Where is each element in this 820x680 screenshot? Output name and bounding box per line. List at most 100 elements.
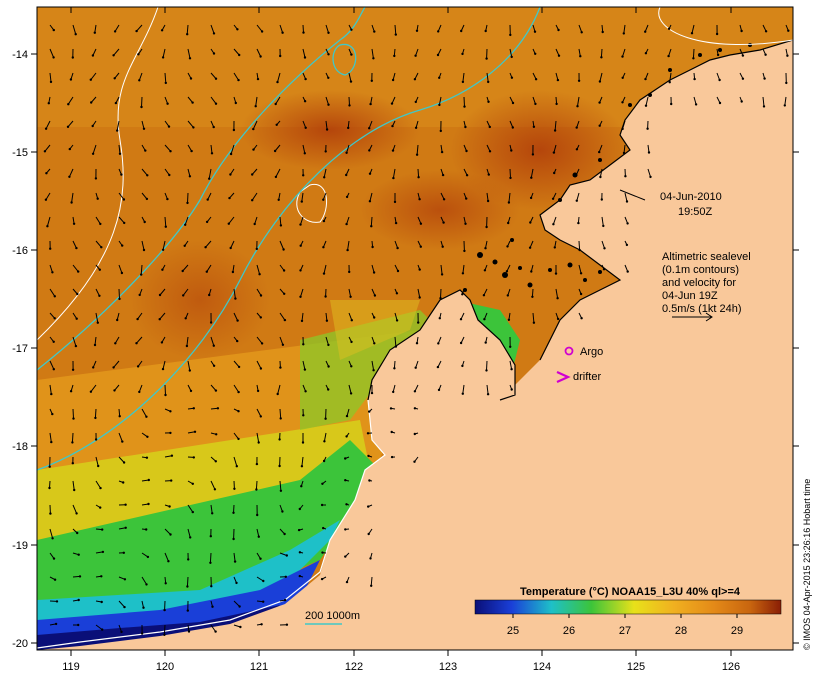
- velocity-arrow-head: [258, 273, 261, 276]
- velocity-arrow-head: [186, 609, 189, 612]
- velocity-arrow-head: [600, 198, 603, 201]
- velocity-arrow-head: [395, 292, 399, 295]
- velocity-arrow: [486, 72, 489, 82]
- velocity-arrow: [369, 192, 373, 202]
- velocity-arrow-head: [345, 195, 349, 199]
- velocity-arrow-head: [528, 246, 532, 249]
- velocity-arrow-head: [145, 197, 149, 201]
- velocity-arrow-head: [488, 125, 491, 129]
- velocity-arrow-head: [391, 149, 395, 152]
- velocity-arrow: [279, 312, 286, 321]
- velocity-arrow-head: [112, 54, 115, 57]
- bathymetry-1000m: [37, 7, 366, 371]
- velocity-arrow-head: [122, 551, 126, 554]
- velocity-arrow: [230, 144, 235, 155]
- velocity-arrow-head: [48, 486, 51, 490]
- velocity-arrow-head: [622, 151, 626, 155]
- velocity-arrow-head: [487, 80, 490, 84]
- velocity-arrow-head: [438, 76, 441, 80]
- velocity-arrow-head: [209, 535, 212, 538]
- velocity-arrow-head: [51, 271, 54, 274]
- velocity-arrow: [256, 24, 263, 32]
- y-tick-label: -17: [12, 343, 28, 355]
- velocity-arrow-head: [465, 197, 468, 200]
- velocity-arrow: [346, 216, 350, 225]
- velocity-arrow-head: [579, 292, 583, 296]
- velocity-arrow-head: [259, 367, 263, 370]
- velocity-arrow-head: [135, 29, 138, 33]
- velocity-arrow-head: [170, 479, 173, 482]
- velocity-arrow: [486, 384, 489, 395]
- velocity-arrow-head: [124, 526, 127, 529]
- velocity-scale-arrowhead: [705, 312, 713, 322]
- velocity-arrow-head: [78, 575, 82, 578]
- velocity-arrow: [159, 288, 166, 296]
- velocity-arrow-head: [437, 342, 440, 345]
- velocity-arrow-head: [238, 53, 241, 57]
- velocity-arrow-head: [344, 555, 347, 558]
- velocity-arrow-head: [188, 175, 192, 178]
- velocity-arrow: [233, 504, 235, 513]
- legend-line-5: 0.5m/s (1kt 24h): [662, 303, 741, 315]
- ocean-band-green: [37, 440, 380, 640]
- velocity-arrow-head: [438, 103, 441, 107]
- velocity-arrow-head: [555, 102, 558, 106]
- velocity-arrow: [368, 120, 373, 129]
- velocity-arrow: [118, 408, 121, 417]
- velocity-arrow-head: [145, 415, 148, 418]
- velocity-arrow-head: [413, 460, 416, 463]
- velocity-arrow-head: [77, 270, 80, 273]
- velocity-arrow: [416, 144, 419, 155]
- bathymetry-200m: [37, 7, 541, 471]
- velocity-arrow: [348, 96, 350, 106]
- velocity-arrow: [187, 504, 194, 513]
- velocity-arrow: [118, 288, 120, 299]
- velocity-arrow: [462, 264, 465, 274]
- velocity-arrow-head: [551, 197, 555, 200]
- velocity-arrow-head: [485, 225, 488, 229]
- velocity-arrow-head: [121, 244, 124, 247]
- velocity-arrow-head: [668, 81, 671, 84]
- velocity-arrow: [113, 48, 120, 56]
- velocity-arrow-head: [94, 177, 98, 180]
- velocity-arrow: [463, 96, 465, 107]
- velocity-arrow-head: [349, 80, 353, 83]
- velocity-arrow: [92, 48, 97, 56]
- velocity-arrow-head: [74, 33, 77, 36]
- velocity-arrow: [552, 216, 557, 225]
- velocity-arrow: [325, 24, 329, 33]
- velocity-arrow: [164, 144, 171, 152]
- velocity-arrow: [554, 120, 557, 131]
- y-tick-label: -15: [12, 147, 28, 159]
- velocity-arrow-head: [484, 341, 487, 344]
- velocity-arrow-head: [123, 605, 126, 609]
- velocity-arrow-head: [344, 457, 347, 460]
- velocity-arrow-head: [76, 292, 79, 296]
- velocity-arrow: [72, 264, 79, 272]
- velocity-arrow-head: [186, 585, 189, 588]
- velocity-arrow: [90, 384, 97, 393]
- velocity-arrow-head: [418, 296, 421, 299]
- velocity-arrow-head: [580, 31, 583, 34]
- velocity-arrow-head: [91, 152, 95, 155]
- velocity-arrow-head: [52, 557, 56, 560]
- velocity-arrow-head: [396, 246, 399, 250]
- velocity-arrow-head: [442, 198, 446, 201]
- velocity-arrow-head: [644, 30, 647, 33]
- velocity-arrow-head: [49, 512, 52, 515]
- velocity-arrow-head: [325, 319, 329, 322]
- velocity-arrow-head: [252, 148, 255, 151]
- velocity-arrow-head: [161, 248, 165, 251]
- velocity-arrow-head: [575, 148, 579, 151]
- y-tick-label: -16: [12, 245, 28, 257]
- velocity-arrow-head: [52, 56, 55, 59]
- velocity-arrow-head: [579, 55, 582, 58]
- velocity-arrow: [95, 480, 101, 489]
- velocity-arrow-head: [529, 221, 532, 224]
- velocity-arrow-head: [239, 625, 242, 629]
- velocity-arrow: [279, 24, 284, 33]
- velocity-arrow: [233, 600, 240, 607]
- velocity-arrow-head: [284, 575, 287, 578]
- velocity-arrow-head: [67, 103, 70, 106]
- velocity-arrow: [530, 168, 534, 178]
